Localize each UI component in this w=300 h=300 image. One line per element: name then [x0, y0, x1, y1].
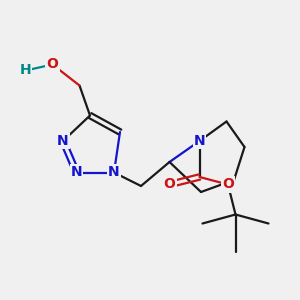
Text: O: O — [222, 178, 234, 191]
Text: O: O — [164, 178, 175, 191]
Text: N: N — [71, 166, 82, 179]
Text: N: N — [108, 166, 120, 179]
Text: N: N — [57, 134, 69, 148]
Text: O: O — [46, 58, 58, 71]
Text: H: H — [20, 64, 31, 77]
Text: N: N — [194, 134, 205, 148]
